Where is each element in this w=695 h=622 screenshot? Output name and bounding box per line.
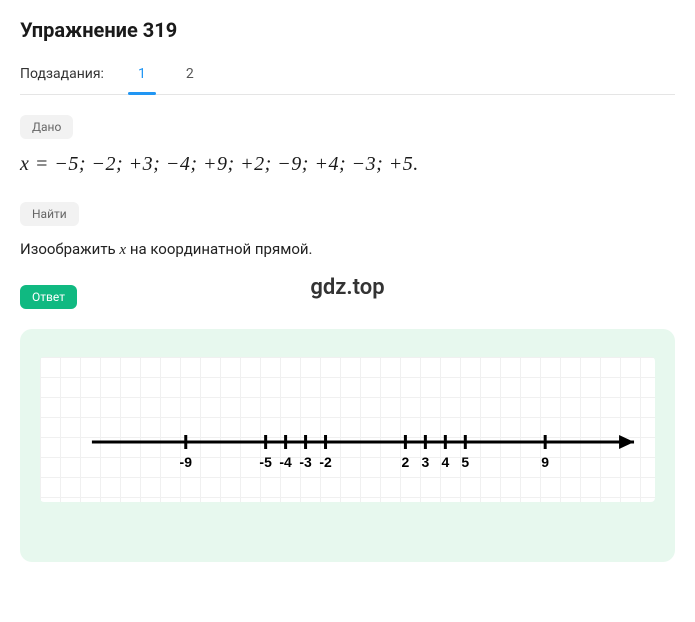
watermark: gdz.top — [310, 275, 384, 300]
number-line-chart: -9 -5 -4 -3 -2 2345 9 — [40, 357, 655, 502]
tabs-label: Подзадания: — [20, 66, 104, 94]
find-badge: Найти — [20, 202, 79, 226]
find-text: Изоображить x на координатной прямой. — [20, 240, 675, 259]
find-text-suffix: на координатной прямой. — [126, 240, 312, 258]
svg-text:-5: -5 — [259, 454, 272, 470]
answer-block: -9 -5 -4 -3 -2 2345 9 — [20, 329, 675, 562]
svg-text:4: 4 — [441, 454, 449, 470]
exercise-title: Упражнение 319 — [20, 18, 675, 42]
find-text-prefix: Изоображить — [20, 240, 119, 258]
tab-1[interactable]: 1 — [132, 66, 152, 94]
subtasks-tabs: Подзадания: 1 2 — [20, 66, 675, 95]
given-expression: x = −5; −2; +3; −4; +9; +2; −9; +4; −3; … — [20, 153, 675, 176]
given-badge: Дано — [20, 115, 73, 139]
tab-2[interactable]: 2 — [180, 66, 200, 94]
svg-text:-3: -3 — [299, 454, 312, 470]
svg-text:2: 2 — [402, 454, 410, 470]
svg-text:5: 5 — [461, 454, 469, 470]
svg-text:-4: -4 — [279, 454, 292, 470]
svg-text:3: 3 — [421, 454, 429, 470]
svg-text:-9: -9 — [180, 454, 193, 470]
svg-text:9: 9 — [541, 454, 549, 470]
svg-text:-2: -2 — [319, 454, 332, 470]
answer-badge: Ответ — [20, 285, 77, 309]
grid-panel: -9 -5 -4 -3 -2 2345 9 — [40, 357, 655, 502]
